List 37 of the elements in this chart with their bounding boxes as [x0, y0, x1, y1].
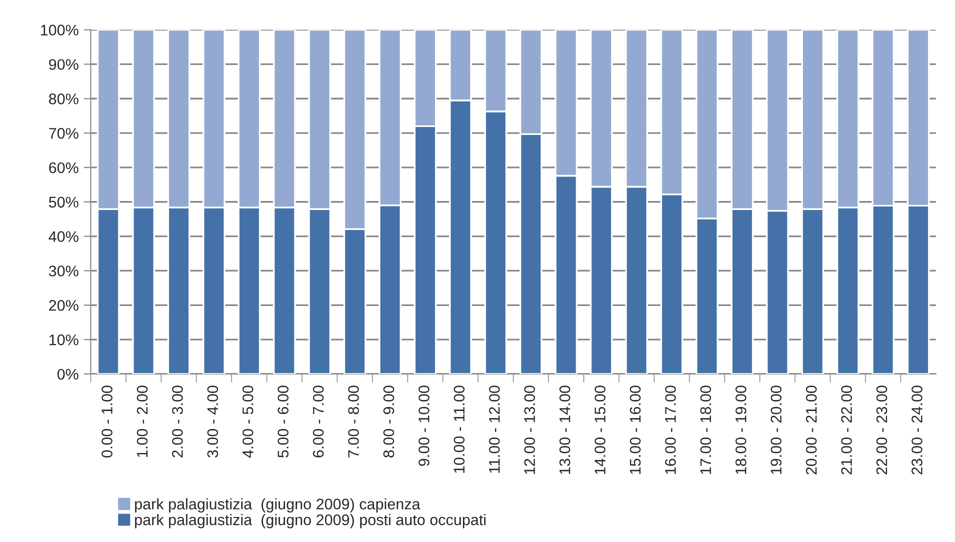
legend-label: park palagiustizia (giugno 2009) posti auto occupati [135, 514, 486, 528]
legend-label: park palagiustizia (giugno 2009) capienza [135, 498, 420, 512]
x-tick-label: 7.00 - 8.00 [348, 386, 359, 458]
x-tick-label: 14.00 - 15.00 [594, 386, 606, 474]
x-tick-label: 15.00 - 16.00 [630, 386, 641, 474]
x-tick-label: 0.00 - 1.00 [102, 386, 112, 458]
x-tick-label: 20.00 - 21.00 [806, 386, 817, 474]
x-tick-label: 22.00 - 23.00 [876, 386, 888, 474]
y-tick-label: 30% [48, 266, 78, 276]
x-tick-label: 2.00 - 3.00 [172, 386, 183, 458]
x-tick-label: 10.00 - 11.00 [454, 386, 465, 473]
y-tick-label: 70% [49, 128, 78, 139]
y-tick-label: 10% [50, 334, 78, 346]
x-tick-label: 18.00 - 19.00 [735, 386, 746, 474]
y-tick-label: 90% [49, 59, 78, 70]
x-tick-label: 23.00 - 24.00 [912, 386, 922, 474]
x-tick-label: 17.00 - 18.00 [700, 386, 712, 474]
y-tick-label: 100% [41, 24, 78, 36]
x-tick-label: 1.00 - 2.00 [136, 386, 148, 457]
x-tick-label: 12.00 - 13.00 [524, 386, 536, 474]
x-tick-label: 13.00 - 14.00 [559, 386, 570, 474]
y-tick-label: 60% [49, 162, 78, 174]
x-tick-label: 11.00 - 12.00 [488, 386, 500, 473]
y-tick-label: 0% [57, 368, 78, 380]
x-tick-label: 4.00 - 5.00 [242, 386, 254, 458]
x-tick-label: 21.00 - 22.00 [841, 386, 852, 474]
x-tick-label: 5.00 - 6.00 [278, 386, 289, 458]
x-tick-label: 6.00 - 7.00 [312, 386, 324, 458]
x-tick-label: 8.00 - 9.00 [383, 386, 394, 458]
y-tick-label: 80% [49, 94, 78, 104]
x-tick-label: 16.00 - 17.00 [665, 386, 676, 474]
x-tick-label: 3.00 - 4.00 [207, 386, 218, 458]
y-tick-label: 40% [48, 231, 78, 242]
y-tick-label: 20% [49, 300, 78, 311]
x-tick-label: 9.00 - 10.00 [418, 386, 430, 466]
y-tick-label: 50% [48, 196, 78, 208]
x-tick-label: 19.00 - 20.00 [770, 386, 782, 474]
